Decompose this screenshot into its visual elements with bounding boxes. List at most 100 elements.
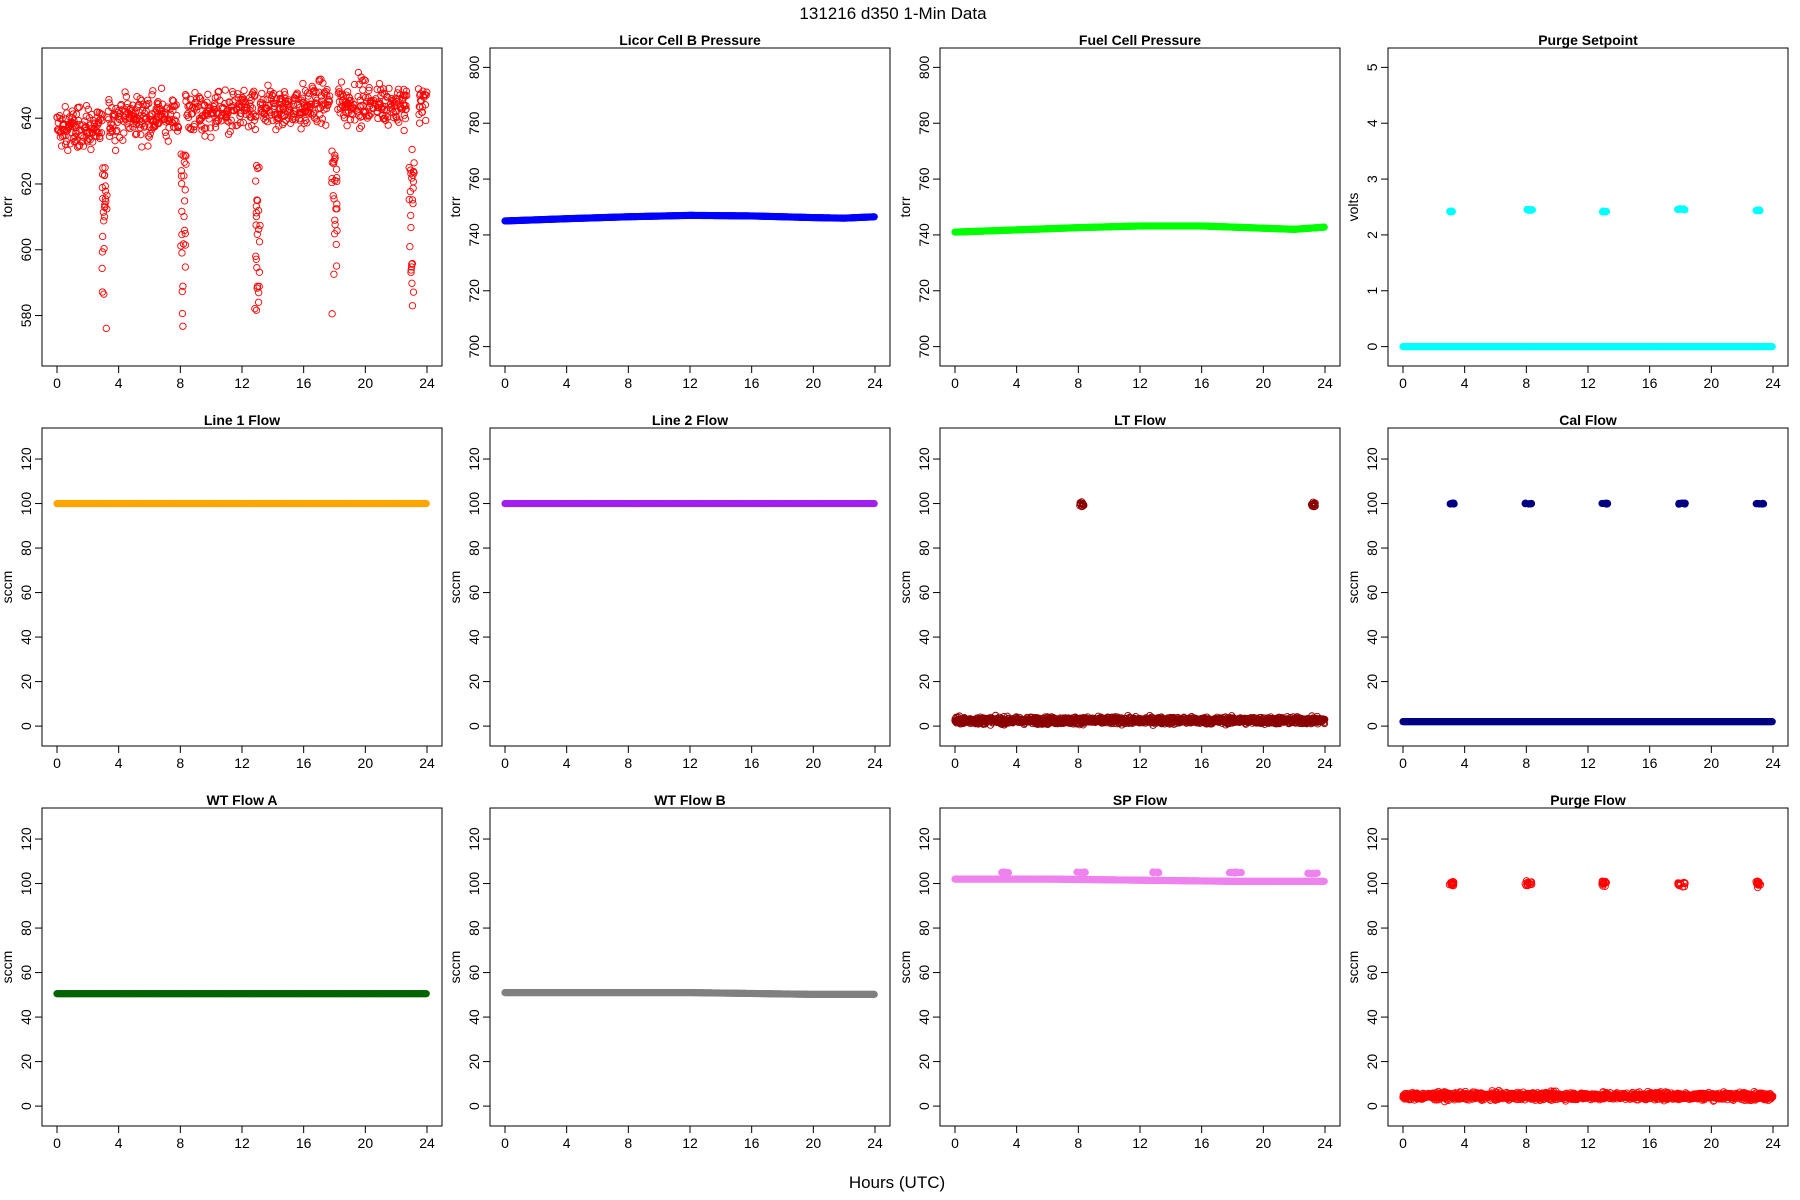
data-point <box>120 129 128 137</box>
data-point <box>111 137 119 145</box>
data-point <box>384 121 392 129</box>
data-point <box>331 216 339 224</box>
x-tick-label: 12 <box>682 755 698 771</box>
panel-title: Fridge Pressure <box>189 32 296 48</box>
data-point <box>275 122 283 130</box>
x-tick-label: 12 <box>1132 755 1148 771</box>
data-point <box>322 121 330 129</box>
data-point <box>202 124 210 132</box>
y-tick-label: 20 <box>916 674 932 690</box>
data-point <box>268 91 276 99</box>
data-point <box>333 227 341 235</box>
data-point <box>108 103 116 112</box>
data-point <box>407 223 415 232</box>
data-point <box>365 86 373 95</box>
y-tick-label: 80 <box>466 540 482 556</box>
data-point <box>82 102 91 110</box>
data-point <box>370 96 378 105</box>
y-tick-label: 640 <box>18 106 34 130</box>
data-point <box>361 93 370 102</box>
data-point <box>205 115 213 123</box>
data-point <box>292 90 301 99</box>
y-tick-label: 720 <box>916 279 932 303</box>
data-points <box>1399 205 1776 351</box>
data-point <box>244 123 253 131</box>
data-point <box>177 180 186 188</box>
y-axis-label: sccm <box>897 571 913 604</box>
x-tick-label: 12 <box>234 375 250 391</box>
data-point <box>97 110 105 118</box>
data-point <box>329 159 338 168</box>
y-tick-label: 80 <box>18 540 34 556</box>
data-point <box>207 133 215 141</box>
data-point <box>172 101 180 109</box>
data-point <box>422 116 430 125</box>
data-point <box>177 172 186 180</box>
data-point <box>181 241 190 249</box>
data-point <box>174 123 183 132</box>
data-point <box>180 158 188 166</box>
data-point <box>1676 205 1684 213</box>
data-point <box>211 101 219 109</box>
data-point <box>306 109 315 117</box>
x-tick-label: 24 <box>419 375 435 391</box>
y-tick-label: 700 <box>916 335 932 359</box>
x-tick-label: 0 <box>501 375 509 391</box>
data-point <box>325 92 334 100</box>
data-point <box>204 103 212 111</box>
data-point <box>333 173 341 182</box>
x-tick-label: 24 <box>867 755 883 771</box>
data-point <box>278 120 287 129</box>
data-point <box>100 213 109 221</box>
data-point <box>360 76 368 84</box>
data-point <box>137 131 145 139</box>
data-point <box>323 91 331 100</box>
data-point <box>255 238 264 246</box>
data-point <box>124 123 133 131</box>
data-point <box>359 86 367 94</box>
data-point <box>179 282 187 290</box>
data-point <box>253 196 262 205</box>
data-point <box>356 124 364 133</box>
y-tick-label: 740 <box>466 223 482 247</box>
data-point <box>357 122 366 130</box>
y-tick-label: 5 <box>1364 63 1380 71</box>
data-point <box>252 212 261 221</box>
data-point <box>401 115 410 123</box>
data-point <box>247 96 255 105</box>
data-point <box>75 103 84 111</box>
x-tick-label: 4 <box>563 375 571 391</box>
data-point <box>58 115 66 124</box>
y-tick-label: 760 <box>916 167 932 191</box>
data-point <box>99 232 107 241</box>
x-tick-label: 16 <box>1194 755 1210 771</box>
data-point <box>328 310 336 318</box>
x-tick-label: 8 <box>1522 375 1530 391</box>
data-point <box>98 264 106 273</box>
data-point <box>72 128 80 136</box>
data-point <box>121 88 129 96</box>
data-point <box>336 104 345 112</box>
data-point <box>78 137 87 146</box>
data-point <box>406 243 414 251</box>
data-point <box>423 88 431 96</box>
data-point <box>255 268 264 276</box>
data-points <box>951 222 1328 236</box>
data-point <box>409 199 417 208</box>
data-point <box>112 127 120 136</box>
data-point <box>141 122 149 130</box>
data-point <box>328 178 336 187</box>
x-tick-label: 24 <box>1317 375 1333 391</box>
data-point <box>253 284 261 292</box>
data-point <box>55 112 64 120</box>
data-point <box>143 100 151 109</box>
x-tick-label: 20 <box>1256 755 1272 771</box>
y-tick-label: 3 <box>1364 175 1380 183</box>
data-point <box>256 221 264 230</box>
x-tick-label: 4 <box>1013 755 1021 771</box>
data-point <box>379 85 388 93</box>
data-point <box>223 117 231 125</box>
data-point <box>246 102 255 110</box>
x-tick-label: 8 <box>1074 375 1082 391</box>
